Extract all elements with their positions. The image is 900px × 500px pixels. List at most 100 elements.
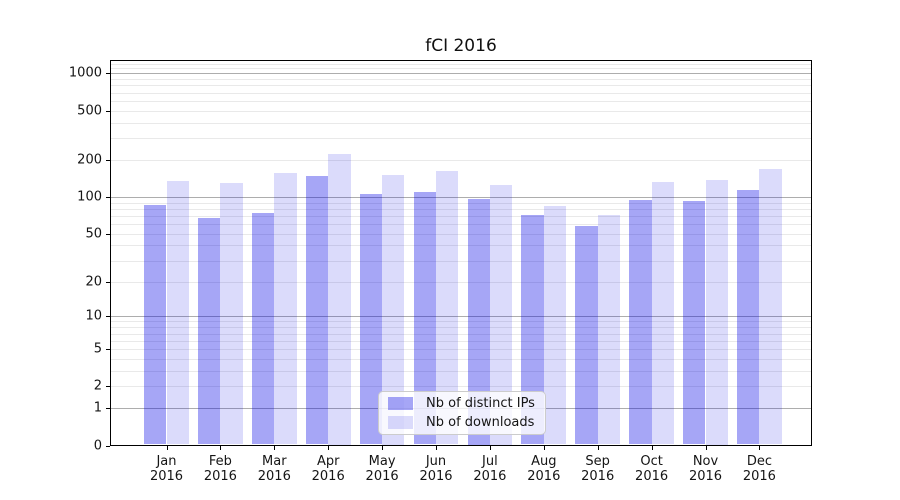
major-gridline (111, 316, 811, 318)
minor-gridline (111, 110, 811, 112)
minor-gridline (111, 281, 811, 283)
legend: Nb of distinct IPs Nb of downloads (378, 391, 546, 435)
major-gridline (111, 73, 811, 75)
minor-gridline (111, 358, 811, 360)
bar-distinct-ips-may (359, 193, 383, 445)
bar-downloads-dec (759, 169, 782, 445)
minor-gridline (111, 327, 811, 329)
x-tick-label: Feb 2016 (203, 453, 237, 485)
y-tick-label: 1000 (68, 65, 102, 81)
x-tick-label: Dec 2016 (742, 453, 776, 485)
minor-gridline (111, 68, 811, 70)
x-tick (651, 445, 653, 450)
bar-distinct-ips-nov (683, 200, 706, 445)
bar-downloads-mar (274, 173, 297, 445)
bar-distinct-ips-feb (198, 218, 221, 445)
bar-distinct-ips-jun (413, 191, 436, 445)
minor-gridline (111, 233, 811, 235)
y-tick-label: 100 (77, 189, 102, 205)
minor-gridline (111, 321, 811, 323)
legend-row-distinct-ips: Nb of distinct IPs (388, 395, 536, 411)
minor-gridline (111, 333, 811, 335)
y-tick (106, 233, 110, 235)
bar-downloads-oct (651, 181, 674, 445)
y-tick (106, 349, 110, 350)
minor-gridline (111, 370, 811, 372)
legend-row-downloads: Nb of downloads (388, 414, 536, 430)
legend-label-downloads: Nb of downloads (426, 414, 535, 430)
legend-label-distinct-ips: Nb of distinct IPs (426, 395, 535, 411)
y-tick-label: 500 (77, 103, 102, 119)
y-tick-label: 50 (85, 226, 102, 242)
y-tick (106, 408, 110, 410)
y-tick-label: 2 (93, 378, 102, 394)
bar-downloads-aug (543, 206, 567, 445)
minor-gridline (111, 79, 811, 80)
minor-gridline (111, 122, 811, 124)
bar-distinct-ips-dec (737, 190, 760, 445)
legend-swatch-distinct-ips (388, 397, 413, 410)
y-tick-label: 5 (93, 341, 102, 357)
x-tick (274, 445, 276, 450)
x-tick (543, 445, 545, 450)
minor-gridline (111, 340, 811, 342)
x-tick-label: Jul 2016 (473, 453, 507, 485)
minor-gridline (111, 224, 811, 225)
x-tick-label: May 2016 (365, 453, 399, 485)
y-tick-label: 0 (93, 438, 102, 453)
x-tick-label: Jun 2016 (419, 453, 453, 485)
bar-downloads-sep (597, 215, 621, 445)
x-tick (166, 445, 168, 450)
y-tick-label: 10 (85, 308, 102, 324)
minor-gridline (111, 215, 811, 217)
x-tick (759, 445, 761, 450)
minor-gridline (111, 202, 811, 204)
y-tick (106, 281, 110, 283)
minor-gridline (111, 208, 811, 210)
minor-gridline (111, 85, 811, 87)
y-tick (106, 445, 110, 447)
bar-downloads-jun (436, 170, 459, 445)
x-tick (436, 445, 437, 450)
minor-gridline (111, 386, 811, 388)
minor-gridline (111, 138, 811, 139)
y-tick (106, 196, 110, 198)
minor-gridline (111, 159, 811, 161)
x-tick-label: Sep 2016 (581, 453, 615, 485)
bar-downloads-feb (220, 183, 243, 445)
bar-distinct-ips-aug (521, 215, 544, 445)
x-tick (705, 445, 707, 450)
x-tick-label: Nov 2016 (688, 453, 723, 485)
x-tick (489, 445, 491, 450)
x-tick (328, 445, 330, 450)
chart-title: fCI 2016 (425, 36, 497, 56)
y-tick (106, 316, 110, 318)
x-tick-label: Aug 2016 (527, 453, 561, 485)
x-tick (220, 445, 222, 450)
bar-distinct-ips-apr (305, 175, 329, 445)
y-tick-label: 20 (85, 274, 102, 289)
x-tick (597, 445, 599, 450)
minor-gridline (111, 260, 811, 262)
y-tick-label: 1 (93, 400, 102, 416)
bar-distinct-ips-mar (251, 212, 275, 445)
bar-distinct-ips-jan (144, 204, 167, 445)
x-tick-label: Mar 2016 (257, 453, 291, 485)
bar-downloads-nov (705, 180, 728, 445)
bar-downloads-jan (166, 181, 189, 445)
y-tick (106, 386, 110, 388)
bar-distinct-ips-jul (467, 198, 490, 445)
y-tick (106, 159, 110, 161)
y-tick-label: 200 (77, 152, 102, 168)
bar-distinct-ips-sep (575, 225, 598, 445)
bar-downloads-jul (489, 184, 513, 445)
x-tick-label: Oct 2016 (635, 453, 669, 485)
minor-gridline (111, 92, 811, 94)
minor-gridline (111, 349, 811, 350)
legend-swatch-downloads (388, 416, 413, 429)
x-tick (382, 445, 384, 450)
minor-gridline (111, 245, 811, 247)
minor-gridline (111, 100, 811, 102)
y-tick (106, 110, 110, 112)
